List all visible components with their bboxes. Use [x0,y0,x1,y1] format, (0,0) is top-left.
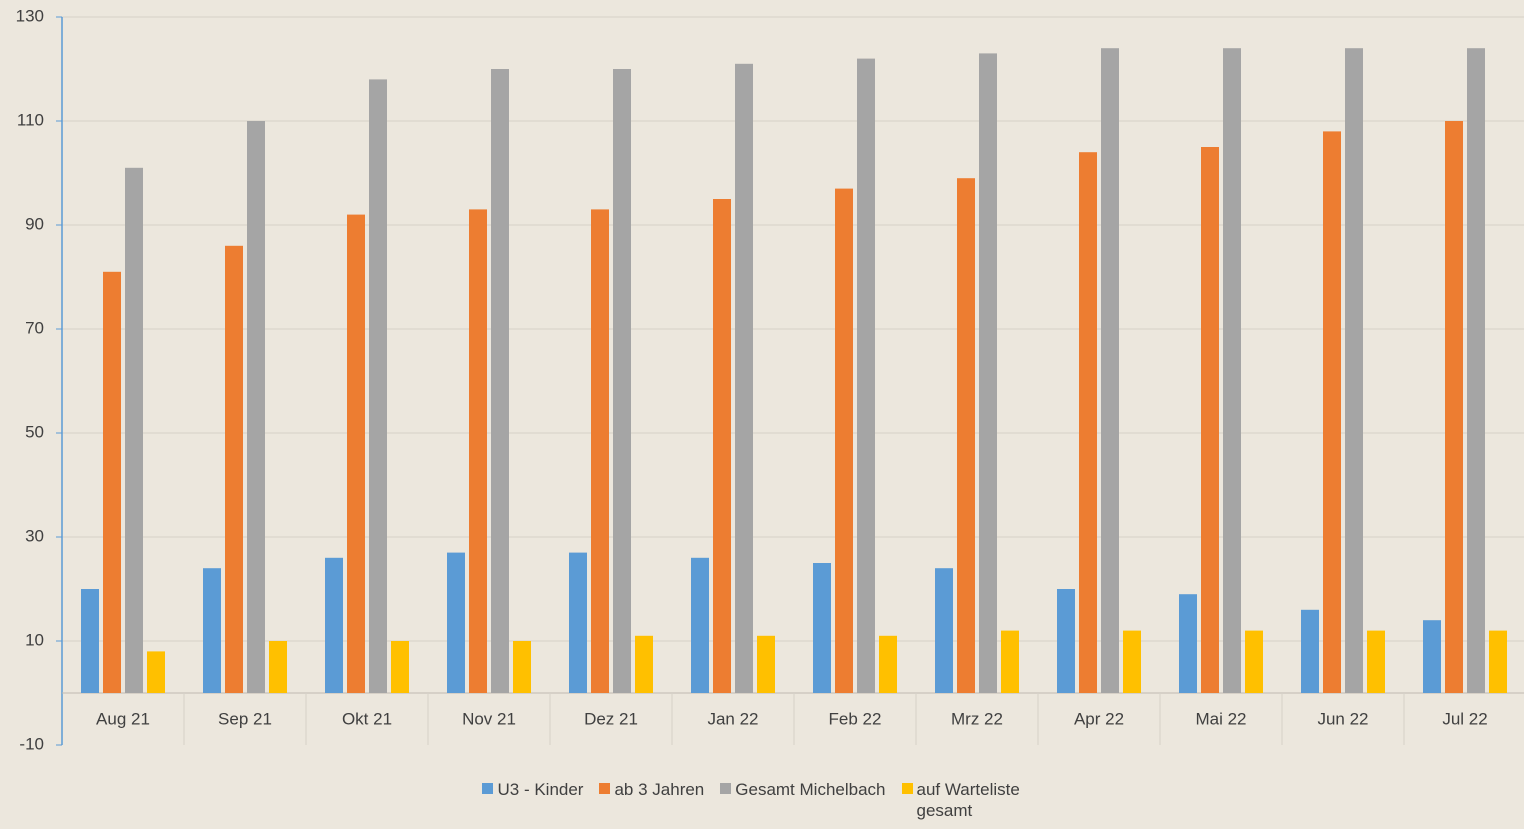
bar [1223,48,1241,693]
bar [1367,630,1385,693]
bar [347,214,365,693]
bar [613,69,631,693]
y-tick-label: 110 [17,110,44,129]
bar [1245,630,1263,693]
x-tick-label: Aug 21 [96,709,150,728]
bar [757,635,775,693]
bar [569,552,587,693]
legend-item: U3 - Kinder [482,779,583,821]
bar [813,563,831,693]
legend-label: ab 3 Jahren [614,780,705,799]
y-tick-label: -10 [19,734,44,753]
bar [1467,48,1485,693]
bar [491,69,509,693]
bar [1423,620,1441,693]
x-tick-label: Jan 22 [707,709,758,728]
legend-swatch [599,783,611,794]
bar [81,589,99,693]
bar [591,209,609,693]
bar [513,641,531,693]
bar [269,641,287,693]
bar [713,199,731,693]
bar [735,63,753,694]
bar [125,167,143,694]
legend: U3 - Kinder ab 3 Jahren Gesamt Michelbach a… [0,779,1524,821]
bar [835,188,853,693]
bar [635,635,653,693]
x-tick-label: Feb 22 [829,709,882,728]
x-tick-label: Mai 22 [1195,709,1246,728]
bar [957,178,975,693]
legend-swatch [482,783,494,794]
bar [935,568,953,693]
y-tick-label: 70 [25,318,44,337]
legend-item: Gesamt Michelbach [720,779,886,821]
legend-label: auf Warteliste gesamt [916,780,1020,820]
bar [103,271,121,693]
bar [1179,594,1197,693]
legend-item: ab 3 Jahren [599,779,704,821]
legend-item: auf Warteliste gesamt [901,779,1042,821]
legend-swatch [901,783,913,794]
y-tick-label: 10 [25,630,44,649]
bar [979,53,997,693]
bar [879,635,897,693]
x-tick-label: Mrz 22 [951,709,1003,728]
bar [203,568,221,693]
bar [1489,630,1507,693]
y-tick-label: 50 [25,422,44,441]
bar [1101,48,1119,693]
bar [469,209,487,693]
y-tick-label: 90 [25,214,44,233]
bar [1001,630,1019,693]
bar [1445,121,1463,693]
bar [247,121,265,693]
bar [1323,131,1341,693]
x-tick-label: Dez 21 [584,709,638,728]
bar [1057,589,1075,693]
x-tick-label: Okt 21 [342,709,392,728]
bar [857,58,875,694]
x-tick-label: Jul 22 [1442,709,1487,728]
bar [147,651,165,693]
legend-label: U3 - Kinder [497,780,584,799]
bar [391,641,409,693]
x-tick-label: Sep 21 [218,709,272,728]
bar [1201,147,1219,693]
x-tick-label: Nov 21 [462,709,516,728]
bar [225,245,243,694]
legend-swatch [720,783,732,794]
bar [1301,609,1319,693]
y-tick-label: 130 [16,6,44,25]
legend-label: Gesamt Michelbach [735,780,886,799]
bar [1123,630,1141,693]
bar [325,557,343,693]
y-tick-label: 30 [25,526,44,545]
bar [447,552,465,693]
bar [369,79,387,693]
bar [691,557,709,693]
bar [1079,152,1097,693]
bar [1345,48,1363,693]
x-tick-label: Apr 22 [1074,709,1124,728]
x-tick-label: Jun 22 [1317,709,1368,728]
